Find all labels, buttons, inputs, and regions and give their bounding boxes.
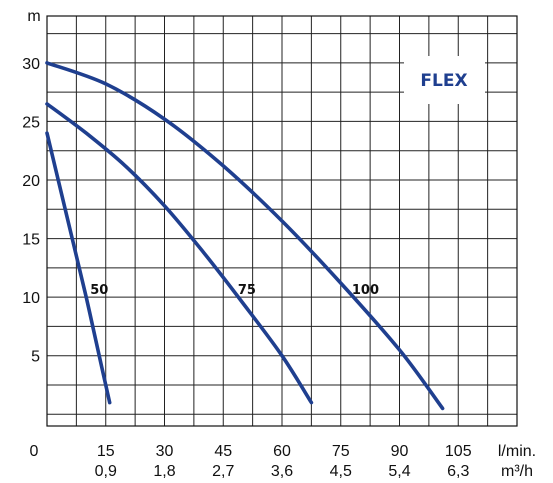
series-label-50: 50 (90, 283, 108, 298)
y-tick-label: 5 (31, 349, 40, 366)
x-tick-label-primary: 75 (332, 443, 350, 460)
y-tick-label: 20 (22, 173, 40, 190)
chart-series (45, 61, 445, 411)
y-axis-unit: m (27, 8, 40, 25)
y-tick-label: 10 (22, 290, 40, 307)
x-axis-unit-secondary: m³/h (501, 463, 533, 480)
y-tick-label: 30 (22, 56, 40, 73)
x-tick-label-secondary: 2,7 (212, 463, 234, 480)
series-label-100: 100 (352, 283, 379, 298)
x-tick-label-secondary: 0,9 (95, 463, 117, 480)
plot-frame (46, 15, 518, 427)
x-tick-label-primary: 45 (214, 443, 232, 460)
series-curve-75 (45, 102, 314, 405)
x-tick-label-primary: 60 (273, 443, 291, 460)
x-tick-label-primary: 30 (156, 443, 174, 460)
x-tick-label-primary: 105 (445, 443, 472, 460)
x-tick-label-secondary: 6,3 (447, 463, 469, 480)
y-tick-label: 25 (22, 114, 40, 131)
x-tick-label-secondary: 4,5 (330, 463, 352, 480)
y-tick-label: 15 (22, 232, 40, 249)
x-tick-label-primary: 15 (97, 443, 115, 460)
series-curve-50 (45, 131, 112, 405)
x-tick-label-secondary: 3,6 (271, 463, 293, 480)
series-label-75: 75 (238, 283, 256, 298)
x-axis-unit-primary: l/min. (498, 443, 536, 460)
x-tick-label-primary: 90 (391, 443, 409, 460)
series-curve-100 (45, 61, 445, 411)
flex-badge-text: FLEX (420, 71, 467, 91)
chart-labels: 5 10 15 20 25 30 15 0,9 30 1,8 45 2,7 60 3,6 75 4,5 90 5,… (22, 56, 471, 480)
origin-label: 0 (30, 443, 39, 460)
flex-badge: FLEX (404, 56, 485, 104)
flex-badge-box (404, 56, 485, 104)
x-tick-label-secondary: 5,4 (388, 463, 410, 480)
x-tick-label-secondary: 1,8 (153, 463, 175, 480)
